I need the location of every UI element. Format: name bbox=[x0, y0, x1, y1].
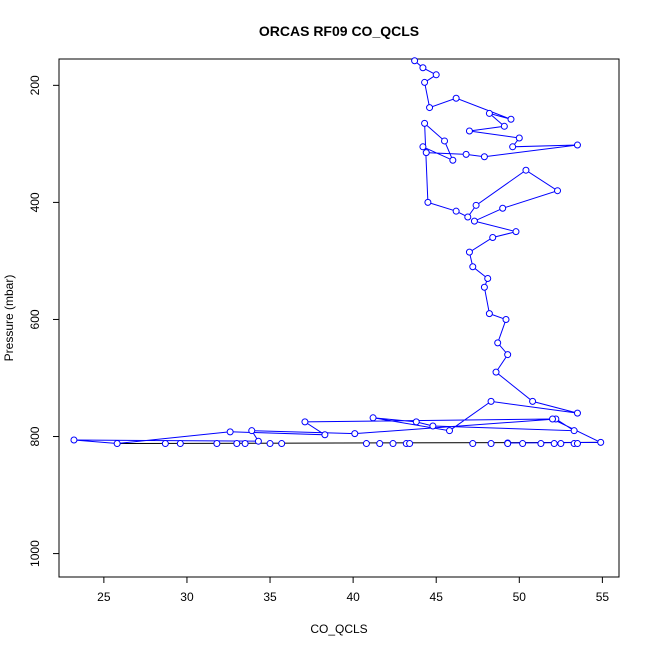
data-point bbox=[321, 431, 329, 439]
data-point bbox=[570, 427, 578, 435]
data-point bbox=[469, 440, 477, 448]
data-point bbox=[487, 397, 495, 405]
data-point bbox=[519, 440, 527, 448]
data-point bbox=[507, 115, 515, 123]
data-point bbox=[489, 234, 497, 242]
data-point bbox=[464, 213, 472, 221]
data-point bbox=[424, 198, 432, 206]
data-point bbox=[446, 427, 454, 435]
data-point bbox=[492, 368, 500, 376]
y-tick-label: 800 bbox=[28, 426, 42, 446]
data-point bbox=[504, 351, 512, 359]
data-point bbox=[421, 119, 429, 127]
data-point bbox=[266, 440, 274, 448]
data-point bbox=[376, 440, 384, 448]
data-point bbox=[484, 274, 492, 282]
data-point bbox=[512, 228, 520, 236]
data-point bbox=[554, 187, 562, 195]
data-point bbox=[500, 122, 508, 130]
data-point bbox=[389, 440, 397, 448]
data-point bbox=[502, 315, 510, 323]
chart-title: ORCAS RF09 CO_QCLS bbox=[259, 23, 419, 39]
data-point bbox=[487, 440, 495, 448]
data-point bbox=[161, 440, 169, 448]
x-axis: 25 30 35 40 45 50 55 bbox=[97, 577, 609, 604]
data-point bbox=[509, 143, 517, 151]
data-point bbox=[494, 339, 502, 347]
data-point bbox=[573, 440, 581, 448]
data-point bbox=[351, 430, 359, 438]
plot-frame bbox=[58, 58, 620, 578]
x-tick-label: 50 bbox=[513, 590, 527, 604]
data-point bbox=[480, 153, 488, 161]
data-point bbox=[248, 427, 256, 435]
data-point bbox=[452, 94, 460, 102]
data-point bbox=[462, 150, 470, 158]
data-point bbox=[176, 440, 184, 448]
data-point bbox=[529, 397, 537, 405]
data-point bbox=[278, 440, 286, 448]
data-point bbox=[469, 263, 477, 271]
data-point bbox=[419, 143, 427, 151]
data-point bbox=[406, 440, 414, 448]
data-point bbox=[254, 437, 262, 445]
data-point bbox=[441, 137, 449, 145]
data-point bbox=[70, 436, 78, 444]
x-tick-label: 40 bbox=[346, 590, 360, 604]
x-tick-label: 25 bbox=[97, 590, 111, 604]
data-point bbox=[411, 57, 419, 65]
y-tick-label: 400 bbox=[28, 192, 42, 212]
data-point bbox=[573, 409, 581, 417]
data-point bbox=[522, 166, 530, 174]
data-point bbox=[432, 71, 440, 79]
data-point bbox=[472, 201, 480, 209]
y-axis: 200 400 600 800 1000 bbox=[28, 75, 59, 567]
data-point bbox=[465, 248, 473, 256]
data-point bbox=[422, 149, 430, 157]
data-point bbox=[504, 440, 512, 448]
data-point bbox=[597, 438, 605, 446]
data-point bbox=[515, 134, 523, 142]
data-point bbox=[485, 310, 493, 318]
data-point bbox=[549, 415, 557, 423]
data-point bbox=[499, 204, 507, 212]
data-point bbox=[449, 156, 457, 164]
x-tick-label: 55 bbox=[596, 590, 610, 604]
data-point bbox=[233, 440, 241, 448]
x-tick-label: 35 bbox=[263, 590, 277, 604]
data-point bbox=[485, 109, 493, 117]
data-point bbox=[537, 440, 545, 448]
data-point bbox=[369, 414, 377, 422]
x-tick-label: 30 bbox=[180, 590, 194, 604]
data-point bbox=[226, 428, 234, 436]
data-point bbox=[213, 440, 221, 448]
data-point bbox=[550, 440, 558, 448]
data-point bbox=[426, 104, 434, 112]
y-axis-label: Pressure (mbar) bbox=[2, 275, 16, 362]
data-point bbox=[362, 440, 370, 448]
data-point bbox=[241, 440, 249, 448]
y-tick-label: 200 bbox=[28, 75, 42, 95]
x-tick-label: 45 bbox=[430, 590, 444, 604]
data-point bbox=[452, 207, 460, 215]
data-point bbox=[412, 418, 420, 426]
data-point bbox=[301, 418, 309, 426]
data-point bbox=[557, 440, 565, 448]
data-point bbox=[113, 440, 121, 448]
x-axis-label: CO_QCLS bbox=[310, 622, 367, 636]
data-point bbox=[421, 78, 429, 86]
data-point bbox=[429, 422, 437, 430]
series-line bbox=[73, 60, 601, 445]
data-point bbox=[465, 127, 473, 135]
data-point bbox=[470, 217, 478, 225]
y-tick-label: 600 bbox=[28, 309, 42, 329]
data-point bbox=[419, 64, 427, 72]
y-tick-label: 1000 bbox=[28, 540, 42, 567]
data-point bbox=[573, 141, 581, 149]
data-point bbox=[480, 283, 488, 291]
plot-area bbox=[70, 57, 605, 448]
